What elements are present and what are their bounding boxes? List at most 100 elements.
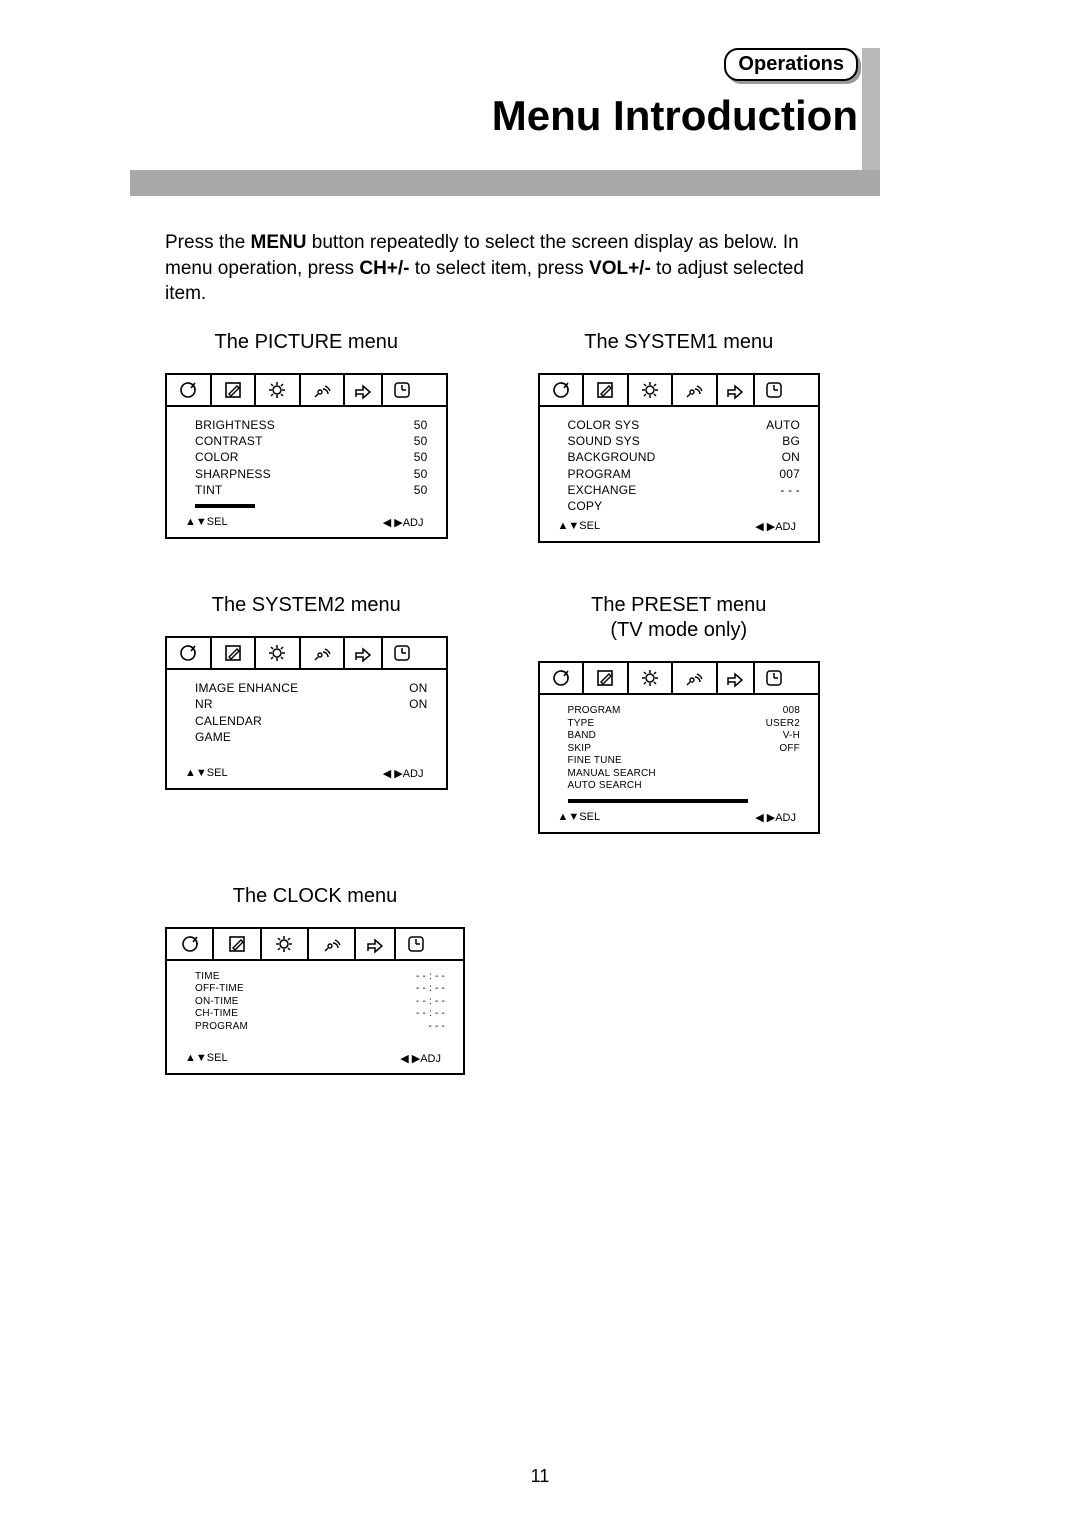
left-right-arrows-icon: ◀ ▶	[383, 517, 403, 529]
osd-icon-row	[540, 375, 819, 407]
menu-item-label: ON-TIME	[195, 996, 239, 1009]
menu-item: BANDV-H	[568, 730, 801, 743]
menu-item-value: AUTO	[766, 417, 800, 433]
menu-item-value: ON	[409, 696, 427, 712]
heading-underline	[130, 170, 880, 196]
menu-item-value: OFF	[779, 743, 800, 756]
menu-item-value: - - -	[428, 1021, 445, 1034]
menu-item-value: - - : - -	[416, 996, 445, 1009]
menu-item: COPY	[568, 498, 801, 514]
menu-item-label: TINT	[195, 482, 222, 498]
left-right-arrows-icon: ◀ ▶	[400, 1053, 420, 1065]
intro-text: Press the	[165, 232, 251, 253]
sel-label: SEL	[207, 767, 228, 779]
picture-menu-block: The PICTURE menu BRIGHTNESS 50 CONTRAST 50…	[165, 330, 448, 543]
osd-footer: ▲▼SEL ◀ ▶ADJ	[167, 763, 446, 782]
menu-item-value: - - -	[780, 482, 800, 498]
menu-item-spacer	[195, 745, 428, 761]
menu-item-label: OFF-TIME	[195, 983, 244, 996]
brush-icon	[212, 375, 257, 405]
menus-grid: The PICTURE menu BRIGHTNESS 50 CONTRAST 50…	[165, 330, 820, 1125]
menu-item-value: V-H	[783, 730, 800, 743]
sel-hint: ▲▼SEL	[185, 1052, 228, 1065]
arrow-icon	[345, 375, 383, 405]
progress-bar	[195, 504, 255, 508]
menu-item-label: CONTRAST	[195, 433, 263, 449]
menu-item-value: - - : - -	[416, 971, 445, 984]
menu-item: TYPEUSER2	[568, 718, 801, 731]
clock-icon	[383, 375, 421, 405]
menu-item: TIME - - : - -	[195, 971, 445, 984]
menu-item: PROGRAM008	[568, 705, 801, 718]
menu-item-label: AUTO SEARCH	[568, 780, 642, 793]
up-down-arrows-icon: ▲▼	[558, 811, 580, 823]
system2-menu-title: The SYSTEM2 menu	[165, 593, 448, 618]
progress-slot	[568, 799, 801, 805]
menu-item: OFF-TIME- - : - -	[195, 983, 445, 996]
arrow-icon	[345, 638, 383, 668]
menu-row: The PICTURE menu BRIGHTNESS 50 CONTRAST 50…	[165, 330, 820, 543]
osd-footer: ▲▼SEL ◀ ▶ADJ	[540, 516, 819, 535]
page-title: Menu Introduction	[492, 92, 858, 140]
brush-icon	[584, 375, 629, 405]
osd-icon-row	[167, 638, 446, 670]
system2-osd: IMAGE ENHANCEON NRON CALENDAR GAME ▲▼SEL…	[165, 636, 448, 790]
sel-label: SEL	[207, 516, 228, 528]
menu-item-label: TYPE	[568, 718, 595, 731]
clock-menu-title: The CLOCK menu	[165, 884, 465, 909]
spiral-icon	[167, 375, 212, 405]
clock-menu-block: The CLOCK menu TIME- - : - - OFF-TIME- -…	[165, 884, 465, 1075]
gear-icon	[256, 638, 301, 668]
menu-item: AUTO SEARCH	[568, 780, 801, 793]
preset-osd-body: PROGRAM008 TYPEUSER2 BANDV-H SKIPOFF FIN…	[540, 695, 819, 795]
progress-slot	[195, 504, 428, 510]
intro-text: to select item, press	[410, 258, 590, 279]
system2-menu-block: The SYSTEM2 menu IMAGE ENHANCEON NRON CA…	[165, 593, 448, 834]
adj-label: ADJ	[775, 521, 796, 533]
menu-item: COLOR 50	[195, 449, 428, 465]
menu-item: PROGRAM007	[568, 466, 801, 482]
menu-item: FINE TUNE	[568, 755, 801, 768]
menu-item-label: TIME	[195, 971, 220, 984]
menu-item-label: PROGRAM	[195, 1021, 248, 1034]
preset-title-line2: (TV mode only)	[610, 619, 747, 641]
menu-row: The SYSTEM2 menu IMAGE ENHANCEON NRON CA…	[165, 593, 820, 834]
sel-label: SEL	[207, 1052, 228, 1064]
sel-label: SEL	[579, 520, 600, 532]
menu-item-value: ON	[782, 449, 800, 465]
clock-icon	[755, 375, 793, 405]
menu-item-value: BG	[782, 433, 800, 449]
menu-item: SOUND SYS BG	[568, 433, 801, 449]
osd-footer: ▲▼SEL ◀ ▶ADJ	[540, 807, 819, 826]
menu-item-label: BACKGROUND	[568, 449, 656, 465]
clock-osd: TIME- - : - - OFF-TIME- - : - - ON-TIME-…	[165, 927, 465, 1075]
clock-icon	[755, 663, 793, 693]
left-right-arrows-icon: ◀ ▶	[755, 521, 775, 533]
menu-item-value: 50	[414, 466, 428, 482]
menu-item-label: CH-TIME	[195, 1008, 238, 1021]
picture-menu-title: The PICTURE menu	[165, 330, 448, 355]
menu-item: CH-TIME- - : - -	[195, 1008, 445, 1021]
page-number: 11	[0, 1466, 1080, 1487]
intro-paragraph: Press the MENU button repeatedly to sele…	[165, 230, 820, 307]
adj-label: ADJ	[775, 812, 796, 824]
section-tag: Operations	[724, 48, 858, 81]
menu-item-label: SOUND SYS	[568, 433, 640, 449]
osd-icon-row	[540, 663, 819, 695]
up-down-arrows-icon: ▲▼	[185, 516, 207, 528]
menu-item-label: BRIGHTNESS	[195, 417, 275, 433]
menu-item-label: COLOR	[195, 449, 239, 465]
menu-item-label: PROGRAM	[568, 466, 631, 482]
adj-hint: ◀ ▶ADJ	[383, 516, 424, 529]
up-down-arrows-icon: ▲▼	[185, 1052, 207, 1064]
menu-item: GAME	[195, 729, 428, 745]
progress-bar-long	[568, 799, 748, 803]
preset-title-line1: The PRESET menu	[591, 594, 766, 616]
clock-osd-body: TIME- - : - - OFF-TIME- - : - - ON-TIME-…	[167, 961, 463, 1048]
system1-menu-block: The SYSTEM1 menu COLOR SYSAUTO SOUND SYS…	[538, 330, 821, 543]
menu-item: MANUAL SEARCH	[568, 768, 801, 781]
brush-icon	[584, 663, 629, 693]
system2-osd-body: IMAGE ENHANCEON NRON CALENDAR GAME	[167, 670, 446, 763]
menu-item-value: 50	[414, 449, 428, 465]
arrow-icon	[356, 929, 396, 959]
